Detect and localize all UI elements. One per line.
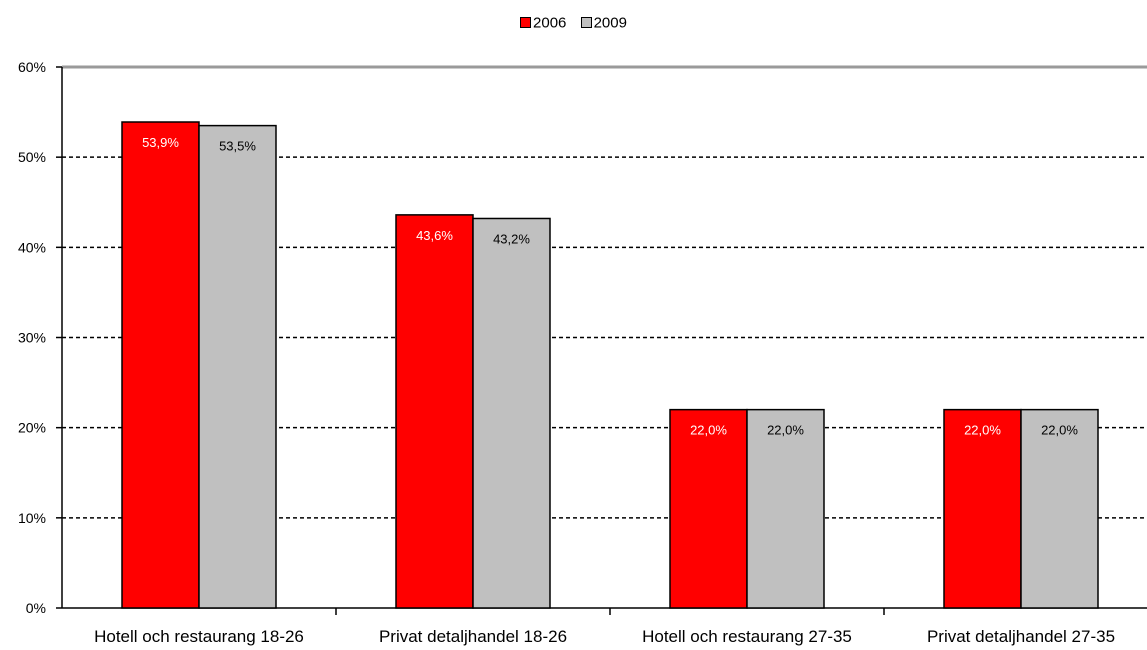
legend-item-2006: 2006 [520,14,566,32]
y-tick-label: 50% [18,149,46,165]
bar [1020,408,1099,609]
bar [121,121,200,609]
bar [943,408,1022,609]
y-tick-label: 0% [26,600,46,616]
legend-label-2009: 2009 [593,14,627,32]
bar [395,214,474,609]
legend-swatch-2009 [580,17,592,28]
data-label: 53,5% [219,139,256,154]
legend: 2006 2009 [0,14,1147,32]
x-tick-label: Hotell och restaurang 18-26 [94,627,304,646]
y-tick-label: 30% [18,330,46,346]
bar [669,408,748,609]
x-tick-label: Privat detaljhandel 27-35 [927,627,1115,646]
data-label: 22,0% [767,423,804,438]
legend-item-2009: 2009 [580,14,627,32]
bar [198,124,277,609]
data-label: 53,9% [142,135,179,150]
x-tick-label: Privat detaljhandel 18-26 [379,627,567,646]
data-label: 22,0% [964,423,1001,438]
y-tick-label: 60% [18,59,46,75]
y-tick-label: 20% [18,420,46,436]
legend-swatch-2006 [520,17,532,28]
data-label: 22,0% [1041,423,1078,438]
y-tick-label: 10% [18,510,46,526]
data-label: 43,2% [493,231,530,246]
bar [472,217,551,609]
data-label: 22,0% [690,423,727,438]
bar [746,408,825,609]
data-label: 43,6% [416,228,453,243]
x-tick-label: Hotell och restaurang 27-35 [642,627,852,646]
y-tick-label: 40% [18,239,46,255]
legend-label-2006: 2006 [533,14,567,32]
